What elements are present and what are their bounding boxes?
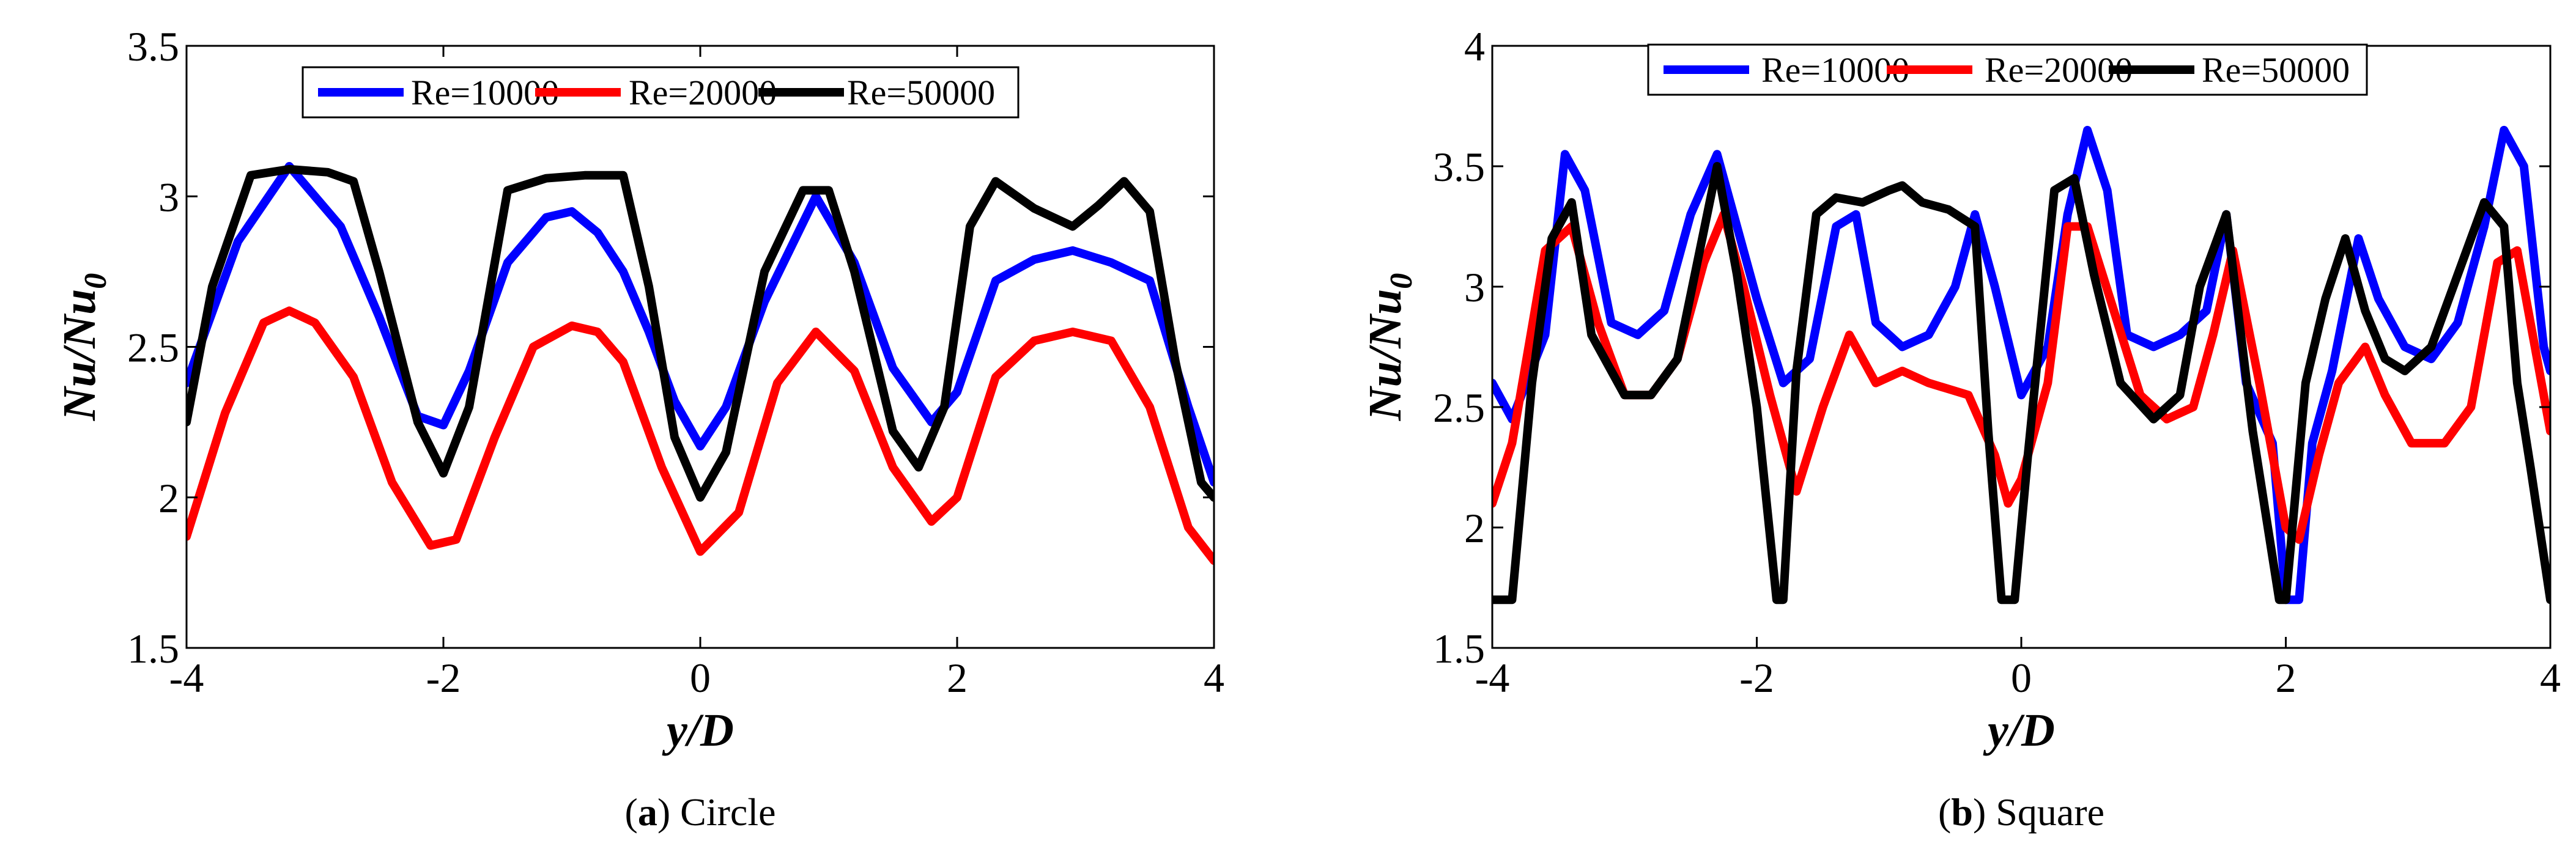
legend-label-1: Re=10000	[411, 73, 559, 112]
legend-label-2: Re=20000	[629, 73, 777, 112]
y-tick-label: 2	[1464, 505, 1485, 551]
legend: Re=10000 Re=20000 Re=50000	[302, 66, 1020, 119]
x-tick-label: 0	[690, 655, 711, 701]
x-tick-label: 0	[2011, 655, 2032, 701]
legend-box	[1647, 43, 2368, 96]
legend-label-3: Re=50000	[2202, 50, 2350, 90]
y-tick-label: 4	[1464, 23, 1485, 70]
y-tick-label: 3	[158, 174, 179, 220]
x-tick-label: -4	[169, 655, 204, 701]
legend-box	[302, 66, 1020, 119]
series-line-3	[1492, 162, 2550, 605]
x-tick-label: -4	[1475, 655, 1510, 701]
y-tick-label: 3.5	[1433, 144, 1485, 190]
y-tick-label: 1.5	[127, 625, 179, 672]
plot-frame	[185, 45, 1215, 649]
caption-text: Circle	[680, 790, 775, 834]
y-axis-label-subscript: 0	[1384, 273, 1419, 289]
caption-text: Square	[1996, 790, 2104, 834]
x-axis-label: y/D	[662, 705, 734, 756]
caption-paren-close: )	[1973, 790, 1996, 834]
x-tick-label: -2	[426, 655, 461, 701]
caption-paren-close: )	[657, 790, 680, 834]
legend-label-1: Re=10000	[1761, 50, 1909, 90]
x-tick-label: -2	[1739, 655, 1774, 701]
y-tick-label: 3.5	[127, 23, 179, 70]
y-tick-label: 3	[1464, 264, 1485, 311]
caption-paren-open: (	[1938, 790, 1951, 834]
caption-panel-letter: a	[638, 790, 657, 834]
y-axis-label-main: Nu/Nu	[1360, 289, 1411, 421]
y-axis-label: Nu/Nu0	[1360, 273, 1419, 421]
x-tick-label: 4	[2540, 655, 2561, 701]
y-tick-label: 1.5	[1433, 625, 1485, 672]
legend: Re=10000 Re=20000 Re=50000	[1647, 43, 2368, 96]
series-line-3	[187, 164, 1214, 502]
caption-panel-letter: b	[1951, 790, 1973, 834]
caption-paren-open: (	[625, 790, 638, 834]
panel-caption: (b) Square	[1938, 790, 2104, 834]
x-tick-label: 2	[947, 655, 968, 701]
y-axis-label-subscript: 0	[78, 273, 113, 289]
y-tick-label: 2.5	[1433, 384, 1485, 431]
y-axis-label: Nu/Nu0	[54, 273, 113, 421]
x-axis-label: y/D	[1983, 705, 2055, 756]
y-tick-label: 2.5	[127, 325, 179, 371]
x-tick-label: 2	[2276, 655, 2297, 701]
x-tick-label: 4	[1204, 655, 1224, 701]
series-line-1	[187, 162, 1214, 487]
legend-label-2: Re=20000	[1985, 50, 2133, 90]
legend-label-3: Re=50000	[847, 73, 995, 112]
panel-caption: (a) Circle	[625, 790, 776, 834]
series-line-2	[187, 306, 1214, 565]
y-axis-label-main: Nu/Nu	[54, 289, 105, 421]
y-tick-label: 2	[158, 475, 179, 521]
